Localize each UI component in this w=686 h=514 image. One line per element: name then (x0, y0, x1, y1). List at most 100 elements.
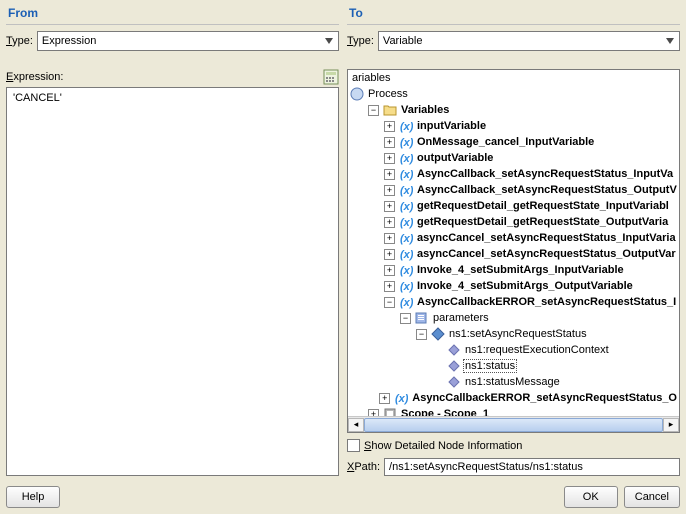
footer-right-buttons: OK Cancel (564, 486, 680, 508)
tree-node-label: parameters (431, 312, 491, 324)
tree-node[interactable]: +(x)getRequestDetail_getRequestState_Inp… (350, 198, 679, 214)
cancel-button[interactable]: Cancel (624, 486, 680, 508)
expand-icon[interactable]: + (368, 409, 379, 417)
tree-node[interactable]: + (x)Invoke_4_setSubmitArgs_InputVariable (350, 262, 679, 278)
svg-text:(x): (x) (400, 201, 413, 213)
collapse-icon[interactable]: − (400, 313, 411, 324)
from-type-combo[interactable]: Expression (37, 31, 339, 51)
var-icon: (x) (399, 263, 413, 277)
tree-node-label: AsyncCallbackERROR_setAsyncRequestStatus… (410, 392, 679, 404)
tree-node-label: Invoke_4_setSubmitArgs_InputVariable (415, 264, 626, 276)
variable-tree-box: ariables Process −Variables+(x)inputVari… (347, 69, 680, 433)
from-type-value: Expression (42, 35, 96, 47)
expression-label: Expression: (6, 71, 63, 83)
tree-node[interactable]: −(x)AsyncCallbackERROR_setAsyncRequestSt… (350, 294, 679, 310)
collapse-icon[interactable]: − (368, 105, 379, 116)
expression-textarea[interactable]: 'CANCEL' (6, 87, 339, 476)
tree-node[interactable]: + (x)AsyncCallbackERROR_setAsyncRequestSt… (350, 390, 679, 406)
tree-node[interactable]: +(x)asyncCancel_setAsyncRequestStatus_Ou… (350, 246, 679, 262)
tree-node[interactable]: +(x)asyncCancel_setAsyncRequestStatus_In… (350, 230, 679, 246)
tree-node[interactable]: ns1:requestExecutionContext (350, 342, 679, 358)
scroll-thumb[interactable] (364, 418, 663, 432)
expand-icon[interactable]: + (384, 233, 395, 244)
xpath-row: XPath: /ns1:setAsyncRequestStatus/ns1:st… (347, 458, 680, 476)
expand-icon[interactable]: + (384, 137, 395, 148)
tree-node[interactable]: ns1:status (350, 358, 679, 374)
svg-text:(x): (x) (395, 393, 408, 405)
tree-node-label: inputVariable (415, 120, 488, 132)
show-detail-label: Show Detailed Node Information (364, 440, 522, 452)
expand-placeholder (432, 377, 443, 388)
to-type-combo[interactable]: Variable (378, 31, 680, 51)
folder-icon (383, 103, 397, 117)
tree-node[interactable]: + (x)outputVariable (350, 150, 679, 166)
element-icon (431, 327, 445, 341)
expand-icon[interactable]: + (384, 169, 395, 180)
var-icon: (x) (399, 183, 413, 197)
tree-node[interactable]: +(x)getRequestDetail_getRequestState_Out… (350, 214, 679, 230)
from-panel: From Type: Expression Expression: 'CANCE… (6, 4, 339, 476)
svg-text:(x): (x) (400, 233, 413, 245)
tree-hscrollbar[interactable]: ◂ ▸ (348, 416, 679, 432)
var-icon: (x) (399, 199, 413, 213)
tree-node[interactable]: +Scope - Scope_1 (350, 406, 679, 416)
tree-node-label: getRequestDetail_getRequestState_OutputV… (415, 216, 670, 228)
var-icon: (x) (399, 279, 413, 293)
expand-icon[interactable]: + (384, 281, 395, 292)
tree-node-label: outputVariable (415, 152, 495, 164)
assign-dialog: From Type: Expression Expression: 'CANCE… (0, 0, 686, 514)
var-icon: (x) (399, 295, 413, 309)
tree-root[interactable]: Process (350, 86, 679, 102)
expand-icon[interactable]: + (379, 393, 390, 404)
from-type-label: Type: (6, 35, 33, 47)
tree-node[interactable]: + (x)Invoke_4_setSubmitArgs_OutputVariabl… (350, 278, 679, 294)
collapse-icon[interactable]: − (416, 329, 427, 340)
expand-icon[interactable]: + (384, 121, 395, 132)
columns: From Type: Expression Expression: 'CANCE… (6, 4, 680, 476)
expand-icon[interactable]: + (384, 249, 395, 260)
svg-text:(x): (x) (400, 249, 413, 261)
var-icon: (x) (394, 391, 408, 405)
expand-icon[interactable]: + (384, 265, 395, 276)
tree-node[interactable]: −Variables (350, 102, 679, 118)
tree-node[interactable]: − ns1:setAsyncRequestStatus (350, 326, 679, 342)
scroll-left-icon[interactable]: ◂ (348, 418, 364, 432)
tree-node-label: Invoke_4_setSubmitArgs_OutputVariable (415, 280, 635, 292)
scope-icon (383, 407, 397, 416)
tree-node-label: ns1:status (463, 359, 517, 373)
xpath-value: /ns1:setAsyncRequestStatus/ns1:status (389, 461, 583, 473)
collapse-icon[interactable]: − (384, 297, 395, 308)
from-type-row: Type: Expression (6, 31, 339, 51)
xpath-input[interactable]: /ns1:setAsyncRequestStatus/ns1:status (384, 458, 680, 476)
tree-node[interactable]: +(x)AsyncCallback_setAsyncRequestStatus_… (350, 166, 679, 182)
tree-node[interactable]: +(x)AsyncCallback_setAsyncRequestStatus_… (350, 182, 679, 198)
expand-icon[interactable]: + (384, 217, 395, 228)
expand-icon[interactable]: + (384, 185, 395, 196)
svg-text:(x): (x) (400, 265, 413, 277)
var-icon: (x) (399, 119, 413, 133)
show-detail-checkbox[interactable] (347, 439, 360, 452)
tree-node-label: ns1:setAsyncRequestStatus (447, 328, 589, 340)
var-icon: (x) (399, 247, 413, 261)
scroll-right-icon[interactable]: ▸ (663, 418, 679, 432)
diamond-icon (447, 359, 461, 373)
ok-button[interactable]: OK (564, 486, 618, 508)
to-type-label: Type: (347, 35, 374, 47)
expand-icon[interactable]: + (384, 153, 395, 164)
expand-icon[interactable]: + (384, 201, 395, 212)
tree-node[interactable]: + (x)inputVariable (350, 118, 679, 134)
svg-text:(x): (x) (400, 153, 413, 165)
variable-tree[interactable]: Process −Variables+(x)inputVariable+(x)O… (348, 86, 679, 416)
svg-text:(x): (x) (400, 121, 413, 133)
tree-node[interactable]: +(x)OnMessage_cancel_InputVariable (350, 134, 679, 150)
tree-node-label: AsyncCallbackERROR_setAsyncRequestStatus… (415, 296, 678, 308)
tree-node[interactable]: − parameters (350, 310, 679, 326)
diamond-icon (447, 343, 461, 357)
tree-node[interactable]: ns1:statusMessage (350, 374, 679, 390)
tree-header: ariables (348, 70, 679, 86)
var-icon: (x) (399, 167, 413, 181)
svg-text:(x): (x) (400, 137, 413, 149)
expression-builder-icon[interactable] (323, 69, 339, 85)
help-button[interactable]: Help (6, 486, 60, 508)
part-icon (415, 311, 429, 325)
